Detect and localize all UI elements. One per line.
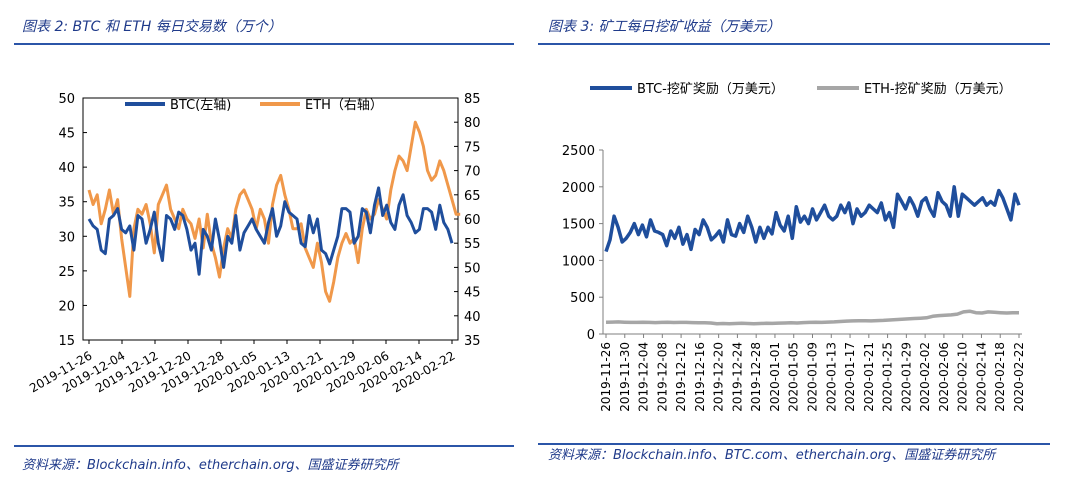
right-figure-panel: 图表 3: 矿工每日挖矿收益（万美元） 0 500 1000 1500 2000 2500… (530, 0, 1080, 481)
legend-btc-label: BTC(左轴) (170, 98, 231, 113)
x-tick-label: 2020-01-21 (862, 342, 876, 412)
left-title-rule (14, 43, 514, 45)
left-figure-panel: 图表 2: BTC 和 ETH 每日交易数（万个） 15 20 25 30 35 40 45… (0, 0, 530, 481)
y-left-tick-label: 35 (58, 196, 75, 211)
x-tick-label: 2019-12-08 (655, 342, 669, 412)
y-left-tick-label: 15 (58, 334, 75, 349)
y-left-tick-label: 20 (58, 299, 75, 314)
eth-series-line (87, 120, 461, 303)
x-tick-label: 2020-01-01 (768, 342, 782, 412)
y-right-tick-label: 65 (464, 189, 481, 204)
x-tick-label: 2019-12-12 (674, 342, 688, 412)
y-tick-label: 500 (570, 291, 595, 306)
y-left-tick-label: 45 (58, 127, 75, 142)
btc-reward-line (604, 185, 1021, 253)
x-tick-label: 2020-02-02 (918, 342, 932, 412)
right-source-note: 资料来源：Blockchain.info、BTC.com、etherchain.… (548, 448, 996, 463)
x-tick-label: 2020-01-05 (787, 342, 801, 412)
y-right-tick-label: 70 (464, 165, 481, 180)
x-tick-label: 2020-02-22 (1012, 342, 1026, 412)
x-tick-label: 2020-02-14 (974, 342, 988, 412)
y-right-tick-label: 45 (464, 286, 481, 301)
left-source-rule (14, 445, 514, 447)
eth-reward-line (605, 309, 1020, 326)
x-tick-label: 2019-12-04 (637, 342, 651, 412)
x-tick-label: 2020-02-10 (956, 342, 970, 412)
y-right-tick-label: 80 (464, 116, 481, 131)
y-right-tick-label: 50 (464, 261, 481, 276)
x-tick-label: 2019-12-24 (730, 342, 744, 412)
y-right-tick-label: 40 (464, 310, 481, 325)
y-right-tick-label: 85 (464, 92, 481, 107)
x-tick-label: 2020-01-13 (824, 342, 838, 412)
y-left-tick-label: 30 (58, 230, 75, 245)
y-right-tick-label: 60 (464, 213, 481, 228)
y-tick-label: 0 (587, 328, 595, 343)
x-tick-label: 2020-01-09 (806, 342, 820, 412)
y-right-tick-label: 55 (464, 237, 481, 252)
x-tick-label: 2020-02-06 (937, 342, 951, 412)
y-tick-label: 1000 (562, 254, 595, 269)
mining-revenue-chart: 0 500 1000 1500 2000 2500 2019-11-26 2019-11-30… (562, 82, 1026, 412)
x-tick-label: 2019-12-28 (749, 342, 763, 412)
y-right-tick-label: 75 (464, 140, 481, 155)
y-left-tick-label: 25 (58, 265, 75, 280)
x-tick-label: 2020-01-17 (843, 342, 857, 412)
x-tick-label: 2020-01-29 (899, 342, 913, 412)
y-right-tick-label: 35 (464, 334, 481, 349)
y-left-tick-label: 40 (58, 161, 75, 176)
y-tick-label: 1500 (562, 218, 595, 233)
x-tick-label: 2020-01-25 (881, 342, 895, 412)
x-tick-label: 2019-11-30 (618, 342, 632, 412)
legend-eth-label: ETH-挖矿奖励（万美元） (864, 82, 1012, 97)
btc-series-line (87, 186, 454, 276)
x-tick-label: 2019-12-20 (712, 342, 726, 412)
right-figure-title: 图表 3: 矿工每日挖矿收益（万美元） (548, 19, 781, 35)
btc-eth-transactions-chart: 1520253035404550354045505560657075808520… (27, 92, 481, 395)
left-figure-title: 图表 2: BTC 和 ETH 每日交易数（万个） (22, 19, 282, 35)
x-tick-label: 2019-12-16 (693, 342, 707, 412)
y-tick-label: 2000 (562, 181, 595, 196)
left-source-note: 资料来源：Blockchain.info、etherchain.org、国盛证券… (22, 458, 399, 473)
y-tick-label: 2500 (562, 144, 595, 159)
right-source-rule (538, 443, 1050, 445)
x-tick-label: 2020-02-18 (993, 342, 1007, 412)
x-tick-label: 2019-11-26 (599, 342, 613, 412)
right-title-rule (538, 43, 1050, 45)
legend-eth-label: ETH（右轴） (305, 98, 383, 113)
y-left-tick-label: 50 (58, 92, 75, 107)
legend-btc-label: BTC-挖矿奖励（万美元） (637, 82, 784, 97)
